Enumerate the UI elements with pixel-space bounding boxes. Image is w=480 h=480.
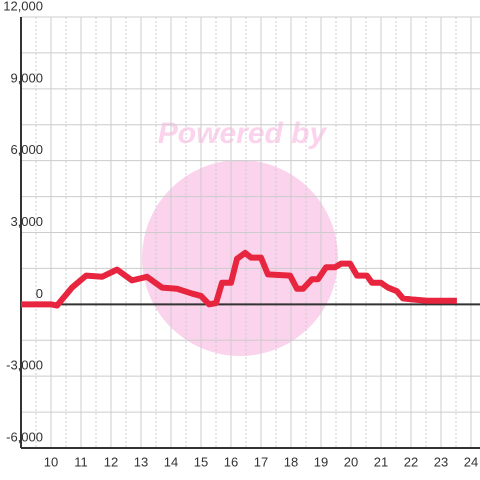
x-tick-label: 17 xyxy=(254,454,268,469)
watermark: Powered by xyxy=(158,117,328,150)
x-tick-label: 21 xyxy=(374,454,388,469)
y-tick-label: 3,000 xyxy=(10,214,43,229)
y-tick-label: -6,000 xyxy=(6,429,43,444)
x-tick-label: 14 xyxy=(164,454,178,469)
x-tick-label: 13 xyxy=(134,454,148,469)
y-tick-label: 6,000 xyxy=(10,142,43,157)
x-tick-label: 10 xyxy=(44,454,58,469)
y-tick-label: -3,000 xyxy=(6,358,43,373)
line xyxy=(21,249,457,309)
x-tick-label: 19 xyxy=(314,454,328,469)
x-tick-label: 20 xyxy=(344,454,358,469)
x-tick-label: 11 xyxy=(74,454,88,469)
x-tick-label: 24 xyxy=(464,454,478,469)
y-tick-label: 9,000 xyxy=(10,70,43,85)
x-tick-label: 18 xyxy=(284,454,298,469)
x-tick-label: 12 xyxy=(104,454,118,469)
x-tick-label: 22 xyxy=(404,454,418,469)
x-tick-label: 15 xyxy=(194,454,208,469)
x-tick-label: 16 xyxy=(224,454,238,469)
y-tick-label: 12,000 xyxy=(3,0,43,13)
x-tick-label: 23 xyxy=(434,454,448,469)
y-tick-label: 0 xyxy=(36,286,43,301)
